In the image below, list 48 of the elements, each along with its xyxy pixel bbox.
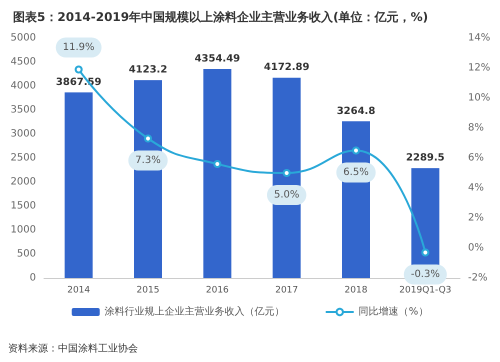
x-tick-label: 2015 xyxy=(136,286,160,296)
y-tick-label: 4500 xyxy=(10,56,36,68)
y-tick-label: 0 xyxy=(30,272,36,284)
x-tick-label: 2019Q1-Q3 xyxy=(399,286,452,296)
text: 资料来源：中国涂料工业协会 xyxy=(8,342,138,354)
x-tick-label: 2014 xyxy=(67,286,90,296)
x-tick-label: 2017 xyxy=(275,286,298,296)
y2-tick-label: 14% xyxy=(468,32,490,44)
y-tick-label: 2000 xyxy=(10,176,36,188)
data-label: 2289.5 xyxy=(406,152,445,164)
point xyxy=(213,160,222,168)
data-label: 4123.2 xyxy=(128,64,168,76)
y-tick-label: 1500 xyxy=(10,200,36,212)
y-tick-label: 500 xyxy=(16,248,36,260)
data-label: 6.5% xyxy=(343,167,369,178)
x-tick-label: 2016 xyxy=(206,286,230,296)
data-label: 3264.8 xyxy=(336,106,376,117)
y2-tick-label: 8% xyxy=(468,122,484,134)
y2-tick-label: 2% xyxy=(468,212,484,224)
y2-tick-label: 4% xyxy=(468,182,484,194)
legend-label: 涂料行业规上企业主营业务收入（亿元） xyxy=(104,306,285,318)
y2-tick-label: -2% xyxy=(468,272,488,284)
y2-tick-label: 12% xyxy=(468,62,490,74)
y2-tick-label: 0% xyxy=(468,242,484,254)
y2-tick-label: 10% xyxy=(468,92,490,104)
x-tick-label: 2018 xyxy=(344,286,368,296)
y2-tick-label: 6% xyxy=(468,152,484,164)
y-tick-label: 2500 xyxy=(10,152,36,164)
data-label: 7.3% xyxy=(135,155,161,166)
point xyxy=(282,169,291,177)
data-label: 4172.89 xyxy=(264,62,310,74)
y-tick-label: 5000 xyxy=(10,32,36,44)
point xyxy=(74,66,83,74)
data-label: 11.9% xyxy=(62,42,95,53)
y-tick-label: 3500 xyxy=(10,104,36,116)
y-tick-label: 1000 xyxy=(10,224,36,236)
bar xyxy=(64,92,93,278)
point xyxy=(352,146,360,154)
legend-label: 同比增速（%） xyxy=(358,306,428,318)
data-label: -0.3% xyxy=(410,269,440,280)
point xyxy=(144,134,152,142)
bar xyxy=(203,68,232,278)
data-label: 5.0% xyxy=(274,190,300,200)
y-tick-label: 3000 xyxy=(10,128,36,140)
point xyxy=(421,248,430,256)
y-tick-label: 4000 xyxy=(10,80,36,92)
chart-title: 图表5：2014-2019年中国规模以上涂料企业主营业务收入(单位：亿元，%) xyxy=(13,10,428,24)
data-label: 4354.49 xyxy=(194,53,240,64)
